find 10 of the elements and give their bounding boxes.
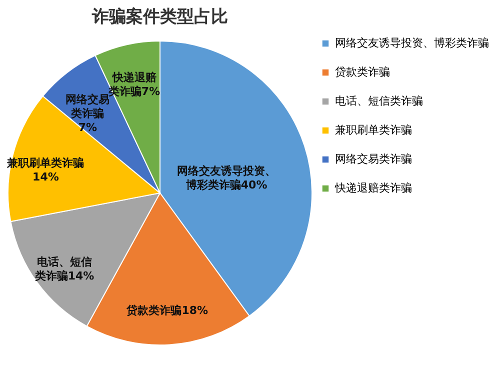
data-label: 网络交友诱导投资、博彩类诈骗40% <box>177 164 276 192</box>
chart-title: 诈骗案件类型占比 <box>91 6 228 27</box>
legend-label: 快递退赔类诈骗 <box>334 182 412 194</box>
legend-label: 网络交易类诈骗 <box>335 152 412 166</box>
data-label: 电话、短信类诈骗14% <box>34 255 94 282</box>
legend-label: 网络交友诱导投资、博彩类诈骗 <box>335 36 489 50</box>
legend-label: 电话、短信类诈骗 <box>335 94 423 108</box>
data-label: 贷款类诈骗18% <box>126 304 208 317</box>
legend-label: 兼职刷单类诈骗 <box>335 124 412 136</box>
legend-label: 贷款类诈骗 <box>335 66 390 78</box>
